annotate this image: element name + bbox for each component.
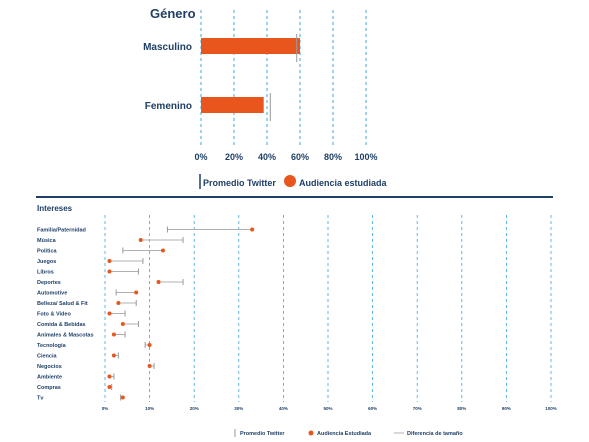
- x-tick-label: 80%: [457, 406, 466, 411]
- x-tick-label: 100%: [354, 152, 377, 162]
- x-tick-label: 100%: [545, 406, 557, 411]
- category-label: Compras: [37, 385, 61, 391]
- x-tick-label: 40%: [279, 406, 288, 411]
- x-tick-label: 50%: [323, 406, 332, 411]
- category-label: Femenino: [145, 101, 192, 112]
- category-label: Foto & Video: [37, 312, 71, 318]
- audience-dot: [160, 248, 165, 253]
- audience-dot: [147, 343, 152, 347]
- audience-dot: [107, 385, 112, 389]
- category-label: Ambiente: [37, 375, 62, 381]
- category-label: Libros: [37, 270, 54, 276]
- audience-dot: [107, 269, 112, 274]
- audience-dot: [120, 395, 125, 400]
- x-tick-label: 40%: [258, 152, 276, 162]
- bar: [201, 38, 300, 54]
- category-label: Deportes: [37, 280, 61, 286]
- interests-chart-title: Intereses: [37, 204, 73, 213]
- audience-dot: [138, 238, 143, 242]
- category-label: Música: [37, 238, 57, 244]
- bar: [201, 97, 264, 113]
- audience-dot: [107, 374, 112, 379]
- x-tick-label: 20%: [225, 152, 243, 162]
- audience-dot: [107, 311, 112, 316]
- audience-dot: [156, 280, 161, 284]
- category-label: Ciencia: [37, 354, 58, 360]
- audience-dot: [111, 332, 116, 337]
- category-label: Automotive: [37, 291, 67, 297]
- category-label: Animales & Mascotas: [37, 333, 94, 339]
- x-tick-label: 10%: [145, 406, 154, 411]
- category-label: Tecnología: [37, 343, 67, 349]
- x-tick-label: 0%: [194, 152, 207, 162]
- legend-audience-marker: [308, 430, 314, 436]
- x-tick-label: 30%: [234, 406, 243, 411]
- category-label: Belleza/ Salud & Fit: [37, 301, 88, 307]
- gender-chart-title: Género: [150, 6, 196, 21]
- x-tick-label: 80%: [324, 152, 342, 162]
- x-tick-label: 60%: [291, 152, 309, 162]
- audience-dot: [134, 290, 139, 295]
- legend-difference-label: Diferencia de tamaño: [407, 431, 463, 437]
- category-label: Negocios: [37, 364, 62, 370]
- legend-audience-marker: [284, 175, 296, 187]
- legend-twitter-label: Promedio Twitter: [240, 431, 285, 437]
- audience-dot: [111, 353, 116, 358]
- audience-dot: [116, 301, 121, 305]
- category-label: Comida & Bebidas: [37, 322, 86, 328]
- audience-dot: [147, 364, 152, 368]
- audience-dot: [250, 227, 255, 232]
- x-tick-label: 0%: [102, 406, 109, 411]
- x-tick-label: 20%: [190, 406, 199, 411]
- x-tick-label: 70%: [413, 406, 422, 411]
- category-label: Masculino: [143, 42, 192, 53]
- category-label: Familia/Paternidad: [37, 228, 86, 234]
- category-label: Juegos: [37, 259, 56, 265]
- audience-dot: [120, 322, 125, 326]
- audience-dot: [107, 259, 112, 263]
- x-tick-label: 60%: [368, 406, 377, 411]
- legend-audience-label: Audiencia Estudiada: [317, 431, 372, 437]
- legend-twitter-label: Promedio Twitter: [203, 178, 276, 188]
- category-label: Política: [37, 249, 58, 255]
- x-tick-label: 90%: [502, 406, 511, 411]
- legend-audience-label: Audiencia estudiada: [299, 178, 388, 188]
- category-label: Tv: [37, 396, 44, 402]
